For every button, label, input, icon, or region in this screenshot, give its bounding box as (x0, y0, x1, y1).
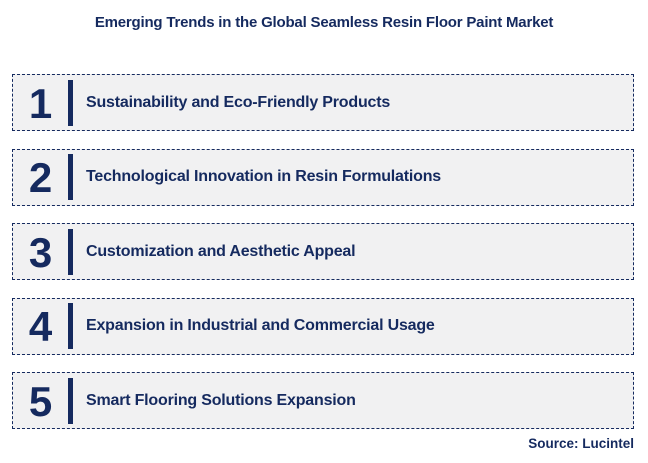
trend-box: 2 Technological Innovation in Resin Form… (12, 148, 634, 206)
trend-label: Smart Flooring Solutions Expansion (86, 391, 356, 409)
trend-box: 4 Expansion in Industrial and Commercial… (12, 297, 634, 355)
trend-list: 1 Sustainability and Eco-Friendly Produc… (12, 74, 634, 447)
trend-divider-bar (68, 303, 73, 349)
trend-number: 4 (28, 303, 53, 350)
trend-label: Customization and Aesthetic Appeal (86, 242, 356, 260)
trend-divider-bar (68, 228, 73, 275)
trend-number: 3 (28, 228, 53, 276)
trend-number: 5 (28, 377, 53, 425)
trend-divider-bar (68, 377, 73, 424)
trend-divider-bar (68, 79, 73, 126)
trend-number: 1 (28, 79, 53, 127)
source-attribution: Source: Lucintel (528, 436, 634, 451)
trend-box: 1 Sustainability and Eco-Friendly Produc… (12, 74, 634, 131)
trend-number: 2 (28, 154, 53, 201)
trend-label: Technological Innovation in Resin Formul… (86, 168, 441, 185)
trend-label: Sustainability and Eco-Friendly Products (86, 93, 391, 111)
trend-box: 3 Customization and Aesthetic Appeal (12, 223, 634, 280)
trend-box: 5 Smart Flooring Solutions Expansion (12, 372, 634, 429)
trend-divider-bar (68, 154, 73, 200)
trend-label: Expansion in Industrial and Commercial U… (86, 317, 435, 334)
page-title: Emerging Trends in the Global Seamless R… (94, 14, 554, 31)
